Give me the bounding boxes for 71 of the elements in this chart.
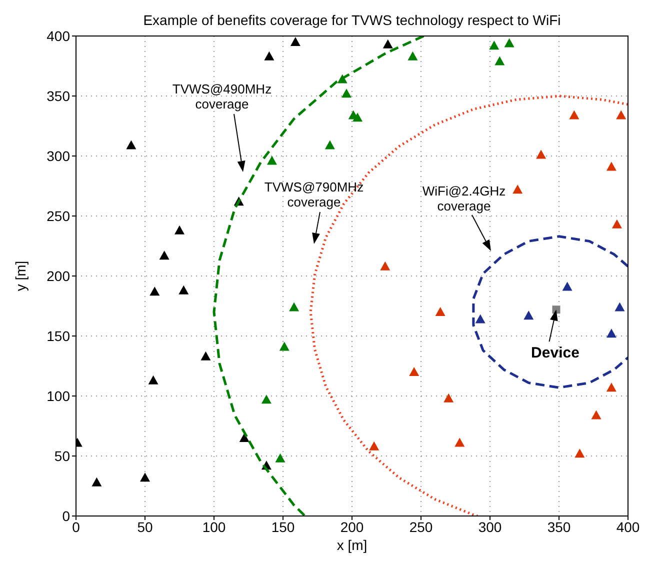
point — [200, 351, 211, 360]
point — [261, 394, 272, 404]
point — [178, 285, 189, 294]
x-tick-label: 100 — [202, 518, 226, 535]
point — [435, 307, 446, 316]
y-tick-label: 350 — [46, 88, 70, 104]
line-series — [472, 235, 628, 389]
point — [504, 38, 514, 48]
point — [380, 261, 390, 270]
point — [562, 282, 572, 291]
point — [606, 328, 616, 338]
x-tick-label: 300 — [478, 518, 502, 535]
point — [408, 51, 418, 60]
point — [512, 184, 523, 194]
y-tick-label: 100 — [46, 388, 70, 404]
point — [409, 367, 420, 376]
point — [475, 314, 486, 324]
x-tick-label: 50 — [137, 518, 153, 535]
y-tick-label: 50 — [54, 448, 70, 464]
point — [524, 310, 534, 320]
y-tick-label: 300 — [46, 148, 70, 164]
x-tick-label: 150 — [271, 518, 295, 535]
point — [574, 448, 585, 458]
point — [341, 88, 352, 98]
point — [92, 477, 102, 486]
y-tick-label: 200 — [46, 268, 70, 284]
annotation: WiFi@2.4GHz coverage — [422, 183, 506, 214]
y-tick-label: 0 — [62, 508, 70, 524]
y-tick-label: 250 — [46, 208, 70, 224]
point — [324, 140, 335, 150]
x-axis-title: x [m] — [336, 537, 368, 553]
annotation: TVWS@490MHz coverage — [172, 81, 272, 112]
x-tick-label: 350 — [547, 518, 571, 535]
point — [612, 219, 622, 228]
point — [591, 410, 602, 420]
point — [264, 51, 274, 60]
point — [494, 56, 505, 66]
point — [148, 375, 158, 384]
point — [382, 39, 393, 48]
point — [454, 438, 465, 447]
y-axis-title: y [m] — [12, 260, 29, 292]
point — [279, 342, 290, 351]
point — [616, 110, 626, 120]
point — [606, 162, 616, 171]
point — [159, 250, 170, 260]
point — [140, 472, 150, 482]
point — [536, 150, 546, 159]
point — [369, 441, 380, 450]
point — [569, 110, 580, 120]
point — [489, 40, 500, 50]
x-tick-label: 0 — [72, 518, 80, 535]
point — [552, 306, 560, 314]
point — [266, 156, 277, 165]
point — [614, 302, 625, 312]
point — [150, 286, 160, 296]
point — [352, 112, 363, 122]
x-tick-label: 400 — [616, 518, 640, 535]
chart-title: Example of benefits coverage for TVWS technology respect to WiFi — [142, 12, 562, 28]
x-tick-label: 250 — [409, 518, 433, 535]
y-tick-label: 400 — [46, 28, 70, 44]
annotation: TVWS@790MHz coverage — [264, 179, 364, 210]
y-tick-label: 150 — [46, 328, 70, 344]
x-tick-label: 200 — [340, 518, 364, 535]
point — [174, 225, 184, 234]
point — [606, 382, 616, 392]
point — [126, 140, 136, 150]
point — [444, 393, 454, 402]
annotation: Device — [531, 344, 580, 362]
point — [289, 302, 300, 312]
point — [290, 37, 300, 46]
point — [275, 453, 286, 462]
